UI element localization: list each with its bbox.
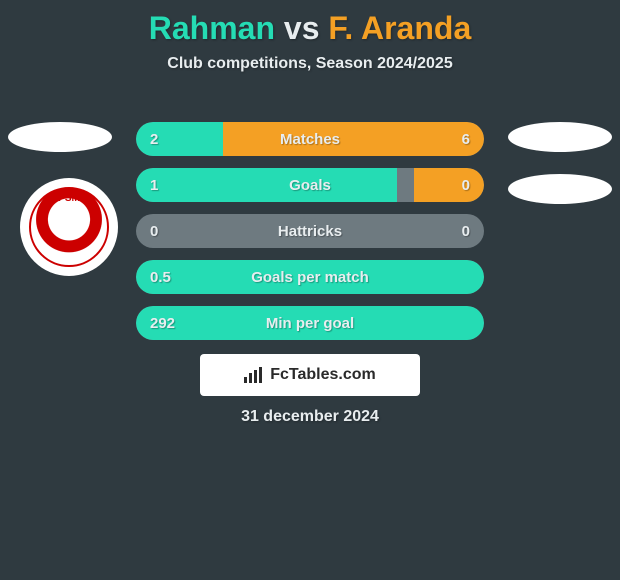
stat-label: Goals xyxy=(136,177,484,194)
club-logo-graphic: PSM xyxy=(29,187,109,267)
brand-text: FcTables.com xyxy=(270,366,376,384)
player1-name: Rahman xyxy=(149,10,275,46)
player1-club-icon: PSM xyxy=(20,178,118,276)
stats-panel: 26Matches 10Goals 00Hattricks 0.5Goals per … xyxy=(136,122,484,352)
player2-flag-icon xyxy=(508,122,612,152)
stat-label: Hattricks xyxy=(136,223,484,240)
stat-row: 0.5Goals per match xyxy=(136,260,484,294)
stat-label: Goals per match xyxy=(136,269,484,286)
player1-flag-icon xyxy=(8,122,112,152)
title-vs: vs xyxy=(284,10,320,46)
player2-name: F. Aranda xyxy=(328,10,471,46)
stat-row: 00Hattricks xyxy=(136,214,484,248)
player2-club-icon xyxy=(508,174,612,204)
stat-label: Min per goal xyxy=(136,315,484,332)
subtitle: Club competitions, Season 2024/2025 xyxy=(0,55,620,73)
stat-row: 292Min per goal xyxy=(136,306,484,340)
comparison-infographic: Rahman vs F. Aranda Club competitions, S… xyxy=(0,0,620,580)
club-logo-text: PSM xyxy=(31,193,107,204)
page-title: Rahman vs F. Aranda xyxy=(0,0,620,47)
date-text: 31 december 2024 xyxy=(0,408,620,426)
stat-label: Matches xyxy=(136,131,484,148)
stat-row: 10Goals xyxy=(136,168,484,202)
stat-row: 26Matches xyxy=(136,122,484,156)
chart-icon xyxy=(244,367,264,383)
brand-box: FcTables.com xyxy=(200,354,420,396)
